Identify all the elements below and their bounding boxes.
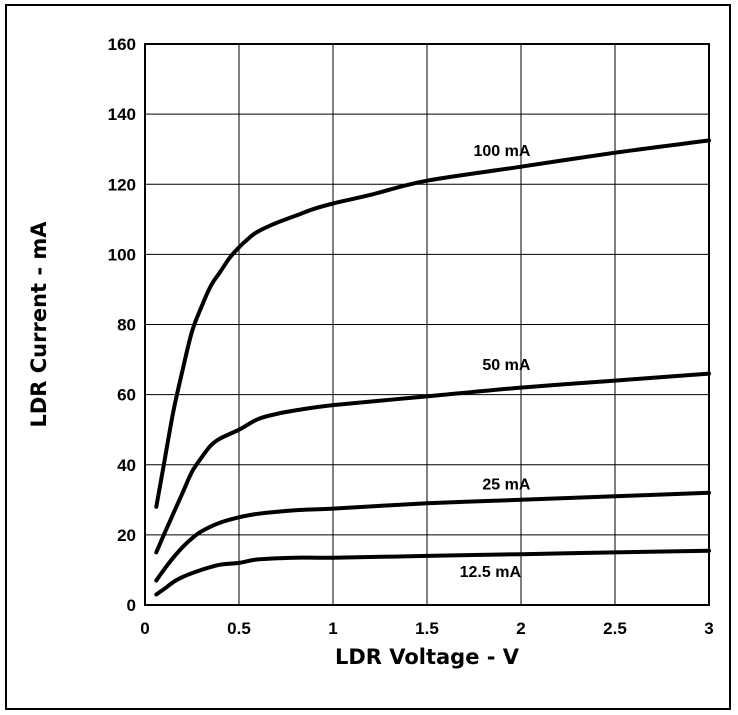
series-labels: 100 mA 50 mA 25 mA 12.5 mA [460,143,531,581]
series-label: 100 mA [473,143,530,160]
x-tick-label: 1.5 [415,619,439,638]
y-tick-label: 160 [108,35,136,54]
x-tick-label: 2 [516,619,525,638]
y-tick-label: 120 [108,175,136,194]
y-tick-label: 80 [117,316,136,335]
y-tick-label: 0 [127,596,136,615]
x-tick-label: 0 [140,619,149,638]
x-tick-label: 3 [704,619,713,638]
series-label: 25 mA [482,476,530,493]
series-label: 12.5 mA [460,564,522,581]
series-lines [154,138,711,597]
plot-border [144,43,710,606]
x-tick-label: 2.5 [603,619,627,638]
y-tick-label: 60 [117,386,136,405]
series-line [154,490,711,583]
series-line [154,371,711,555]
y-tick-label: 100 [108,245,136,264]
figure-frame [5,4,731,710]
y-tick-label: 140 [108,105,136,124]
series-line [154,138,711,509]
series-line [154,548,711,597]
series-label: 50 mA [482,357,530,374]
x-axis-title: LDR Voltage - V [335,645,520,669]
y-tick-label: 40 [117,456,136,475]
y-axis-title: LDR Current - mA [27,221,51,428]
y-tick-label: 20 [117,526,136,545]
x-tick-label: 1 [328,619,337,638]
tick-labels: 0 0.5 1 1.5 2 2.5 3 0 20 40 60 80 100 120 140 160 [108,35,714,638]
x-tick-label: 0.5 [227,619,251,638]
